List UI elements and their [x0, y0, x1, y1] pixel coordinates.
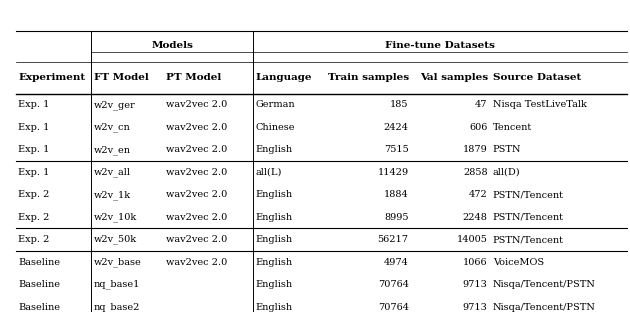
Text: 2858: 2858 [463, 168, 488, 177]
Text: wav2vec 2.0: wav2vec 2.0 [166, 100, 227, 109]
Text: wav2vec 2.0: wav2vec 2.0 [166, 190, 227, 199]
Text: PSTN/Tencent: PSTN/Tencent [493, 190, 564, 199]
Text: wav2vec 2.0: wav2vec 2.0 [166, 213, 227, 222]
Text: Train samples: Train samples [328, 74, 409, 82]
Text: wav2vec 2.0: wav2vec 2.0 [166, 123, 227, 132]
Text: Exp. 2: Exp. 2 [18, 213, 50, 222]
Text: Exp. 1: Exp. 1 [18, 100, 50, 109]
Text: 9713: 9713 [463, 280, 488, 289]
Text: PSTN/Tencent: PSTN/Tencent [493, 213, 564, 222]
Text: nq_base1: nq_base1 [94, 280, 140, 290]
Text: wav2vec 2.0: wav2vec 2.0 [166, 235, 227, 244]
Text: wav2vec 2.0: wav2vec 2.0 [166, 145, 227, 154]
Text: 14005: 14005 [457, 235, 488, 244]
Text: 11429: 11429 [377, 168, 409, 177]
Text: English: English [256, 190, 293, 199]
Text: 4974: 4974 [384, 258, 409, 266]
Text: Baseline: Baseline [18, 258, 60, 266]
Text: German: German [256, 100, 295, 109]
Text: all(D): all(D) [493, 168, 520, 177]
Text: Source Dataset: Source Dataset [493, 74, 581, 82]
Text: Nisqa/Tencent/PSTN: Nisqa/Tencent/PSTN [493, 280, 595, 289]
Text: all(L): all(L) [256, 168, 282, 177]
Text: 1879: 1879 [463, 145, 488, 154]
Text: PSTN: PSTN [493, 145, 521, 154]
Text: Exp. 1: Exp. 1 [18, 168, 50, 177]
Text: Exp. 2: Exp. 2 [18, 235, 50, 244]
Text: 8995: 8995 [384, 213, 409, 222]
Text: VoiceMOS: VoiceMOS [493, 258, 544, 266]
Text: PT Model: PT Model [166, 74, 221, 82]
Text: English: English [256, 303, 293, 311]
Text: wav2vec 2.0: wav2vec 2.0 [166, 258, 227, 266]
Text: Nisqa TestLiveTalk: Nisqa TestLiveTalk [493, 100, 587, 109]
Text: Models: Models [151, 41, 193, 50]
Text: 2424: 2424 [384, 123, 409, 132]
Text: w2v_all: w2v_all [94, 167, 131, 177]
Text: w2v_50k: w2v_50k [94, 235, 137, 245]
Text: English: English [256, 145, 293, 154]
Text: 472: 472 [469, 190, 488, 199]
Text: Nisqa/Tencent/PSTN: Nisqa/Tencent/PSTN [493, 303, 595, 311]
Text: nq_base2: nq_base2 [94, 302, 140, 312]
Text: w2v_cn: w2v_cn [94, 122, 130, 132]
Text: 47: 47 [475, 100, 488, 109]
Text: 1066: 1066 [463, 258, 488, 266]
Text: w2v_1k: w2v_1k [94, 190, 131, 200]
Text: 185: 185 [390, 100, 409, 109]
Text: w2v_base: w2v_base [94, 257, 142, 267]
Text: Experiment: Experiment [18, 74, 86, 82]
Text: Exp. 2: Exp. 2 [18, 190, 50, 199]
Text: PSTN/Tencent: PSTN/Tencent [493, 235, 564, 244]
Text: English: English [256, 213, 293, 222]
Text: 56217: 56217 [377, 235, 409, 244]
Text: 70764: 70764 [377, 303, 409, 311]
Text: Baseline: Baseline [18, 303, 60, 311]
Text: 2248: 2248 [463, 213, 488, 222]
Text: 9713: 9713 [463, 303, 488, 311]
Text: Chinese: Chinese [256, 123, 295, 132]
Text: English: English [256, 235, 293, 244]
Text: Exp. 1: Exp. 1 [18, 145, 50, 154]
Text: Exp. 1: Exp. 1 [18, 123, 50, 132]
Text: wav2vec 2.0: wav2vec 2.0 [166, 168, 227, 177]
Text: English: English [256, 258, 293, 266]
Text: w2v_en: w2v_en [94, 145, 131, 155]
Text: 606: 606 [469, 123, 488, 132]
Text: FT Model: FT Model [94, 74, 149, 82]
Text: Fine-tune Datasets: Fine-tune Datasets [385, 41, 495, 50]
Text: 1884: 1884 [384, 190, 409, 199]
Text: 7515: 7515 [384, 145, 409, 154]
Text: Tencent: Tencent [493, 123, 532, 132]
Text: Language: Language [256, 74, 312, 82]
Text: Val samples: Val samples [420, 74, 488, 82]
Text: w2v_ger: w2v_ger [94, 100, 135, 110]
Text: w2v_10k: w2v_10k [94, 212, 137, 222]
Text: Baseline: Baseline [18, 280, 60, 289]
Text: English: English [256, 280, 293, 289]
Text: 70764: 70764 [377, 280, 409, 289]
